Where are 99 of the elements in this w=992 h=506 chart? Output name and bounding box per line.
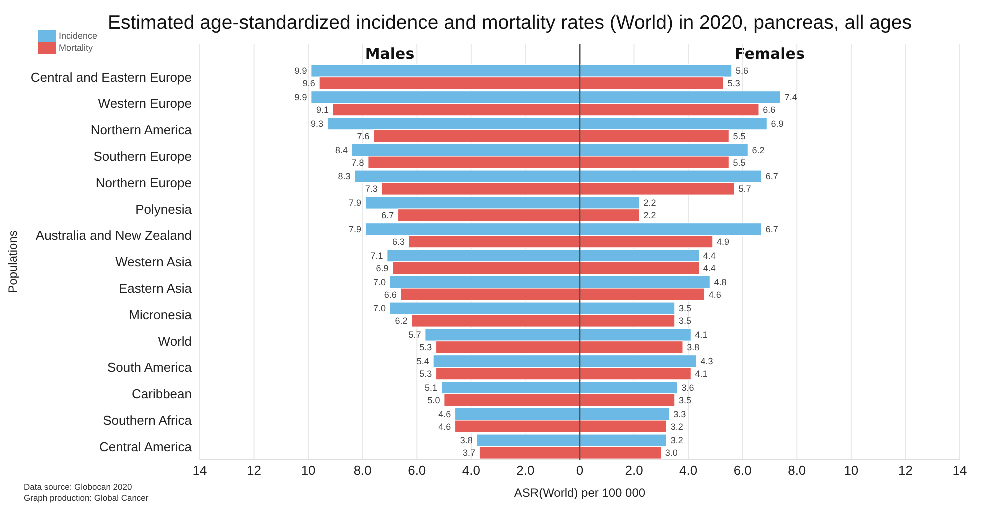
data-label: 6.7 xyxy=(766,224,778,235)
x-tick-label: 2.0 xyxy=(625,463,644,478)
data-label: 8.3 xyxy=(338,172,351,182)
data-label: 2.2 xyxy=(644,210,656,221)
data-label: 6.2 xyxy=(395,316,408,326)
data-label: 4.4 xyxy=(703,250,716,261)
data-label: 7.0 xyxy=(373,304,386,314)
y-tick-label: Australia and New Zealand xyxy=(36,228,192,244)
data-label: 4.6 xyxy=(438,422,452,432)
data-label: 3.7 xyxy=(463,448,476,458)
x-tick-label: 2.0 xyxy=(516,463,535,478)
x-tick-label: 8.0 xyxy=(354,463,372,478)
chart-subtitle: Males xyxy=(365,45,415,63)
data-label: 7.8 xyxy=(352,158,364,168)
y-tick-label: Micronesia xyxy=(129,307,193,322)
data-label: 3.2 xyxy=(670,436,684,446)
data-label: 7.6 xyxy=(357,131,370,142)
data-label: 3.5 xyxy=(679,304,692,314)
data-label: 6.3 xyxy=(392,236,405,247)
x-tick-label: 14 xyxy=(192,463,208,478)
y-tick-label: Polynesia xyxy=(136,202,193,217)
source-note: Data source: Globocan 2020 xyxy=(24,482,132,492)
y-tick-label: Northern America xyxy=(90,122,193,138)
data-label: 6.6 xyxy=(384,290,397,300)
y-tick-label: Western Asia xyxy=(116,254,193,270)
x-tick-label: 10 xyxy=(844,463,859,478)
y-tick-label: South America xyxy=(107,360,193,376)
y-tick-label: Western Europe xyxy=(98,96,192,112)
data-label: 4.6 xyxy=(438,409,452,420)
x-tick-label: 14 xyxy=(952,463,968,478)
data-label: 6.2 xyxy=(752,145,765,156)
data-label: 5.7 xyxy=(738,184,752,194)
y-tick-label: Central America xyxy=(100,439,193,454)
data-label: 7.9 xyxy=(349,224,362,235)
x-tick-label: 6.0 xyxy=(734,463,752,478)
data-label: 3.8 xyxy=(460,436,473,446)
data-label: 5.3 xyxy=(420,368,432,379)
data-label: 5.7 xyxy=(408,330,422,340)
data-label: 9.9 xyxy=(294,66,308,76)
data-label: 9.1 xyxy=(316,104,329,115)
data-label: 4.9 xyxy=(717,236,730,247)
data-label: 5.4 xyxy=(416,356,430,367)
x-tick-label: 8.0 xyxy=(788,463,806,478)
data-label: 3.5 xyxy=(679,395,692,406)
x-axis-title: ASR(World) per 100 000 xyxy=(514,486,646,500)
y-tick-label: World xyxy=(158,334,192,349)
data-label: 3.5 xyxy=(679,316,692,326)
y-tick-label: Caribbean xyxy=(132,386,192,402)
data-label: 6.9 xyxy=(771,118,784,129)
x-tick-label: 4.0 xyxy=(462,463,480,478)
chart-title: Estimated age-standardized incidence and mortality rates (World) in 2020, pancreas, all ages xyxy=(108,12,912,34)
data-label: 4.8 xyxy=(714,277,727,288)
text: Graph production: Global Cancer xyxy=(24,493,149,503)
data-label: 6.7 xyxy=(766,172,778,182)
data-label: 7.9 xyxy=(349,198,362,208)
chart-title: Females xyxy=(735,45,805,63)
x-tick-label: 0 xyxy=(576,463,584,478)
data-label: 3.3 xyxy=(674,409,686,420)
data-label: 7.1 xyxy=(370,250,384,261)
data-label: 3.0 xyxy=(665,448,678,458)
y-tick-label: Central and Eastern Europe xyxy=(30,70,192,85)
data-label: 6.6 xyxy=(763,104,776,115)
data-label: 9.3 xyxy=(311,118,324,129)
x-tick-label: 12 xyxy=(247,463,262,478)
legend-label: Mortality xyxy=(59,43,94,54)
data-label: 4.3 xyxy=(700,356,714,367)
x-tick-label: 10 xyxy=(301,463,316,478)
data-label: 7.4 xyxy=(784,92,798,103)
y-tick-label: Northern Europe xyxy=(96,175,192,190)
data-label: 8.4 xyxy=(335,145,348,156)
data-label: 9.6 xyxy=(302,78,316,89)
data-label: 4.4 xyxy=(703,263,716,274)
data-label: 5.6 xyxy=(736,66,749,76)
data-label: 4.1 xyxy=(695,368,708,379)
x-tick-label: 4.0 xyxy=(680,463,698,478)
data-label: 5.1 xyxy=(425,382,438,393)
data-label: 5.0 xyxy=(428,395,440,406)
data-label: 3.2 xyxy=(670,422,684,432)
y-tick-label: Southern Europe xyxy=(94,148,192,164)
data-label: 5.3 xyxy=(420,342,432,353)
y-tick-label: Eastern Asia xyxy=(119,280,193,296)
data-label: 5.5 xyxy=(733,131,746,142)
y-tick-label: Southern Africa xyxy=(103,412,193,428)
data-label: 6.7 xyxy=(382,210,394,221)
data-label: 3.8 xyxy=(687,342,700,353)
x-tick-label: 6.0 xyxy=(408,463,426,478)
data-label: 5.5 xyxy=(733,158,746,168)
data-label: 3.6 xyxy=(682,382,694,393)
x-tick-label: 12 xyxy=(898,463,913,478)
legend-label: Incidence xyxy=(59,31,98,42)
data-label: 7.0 xyxy=(373,277,386,288)
y-axis-title: Populations xyxy=(6,230,20,294)
data-label: 9.9 xyxy=(294,92,308,103)
data-label: 4.6 xyxy=(708,290,722,300)
data-label: 4.1 xyxy=(695,330,708,340)
data-label: 6.9 xyxy=(376,263,389,274)
data-label: 5.3 xyxy=(728,78,740,89)
data-label: 7.3 xyxy=(365,184,378,194)
data-label: 2.2 xyxy=(644,198,656,208)
